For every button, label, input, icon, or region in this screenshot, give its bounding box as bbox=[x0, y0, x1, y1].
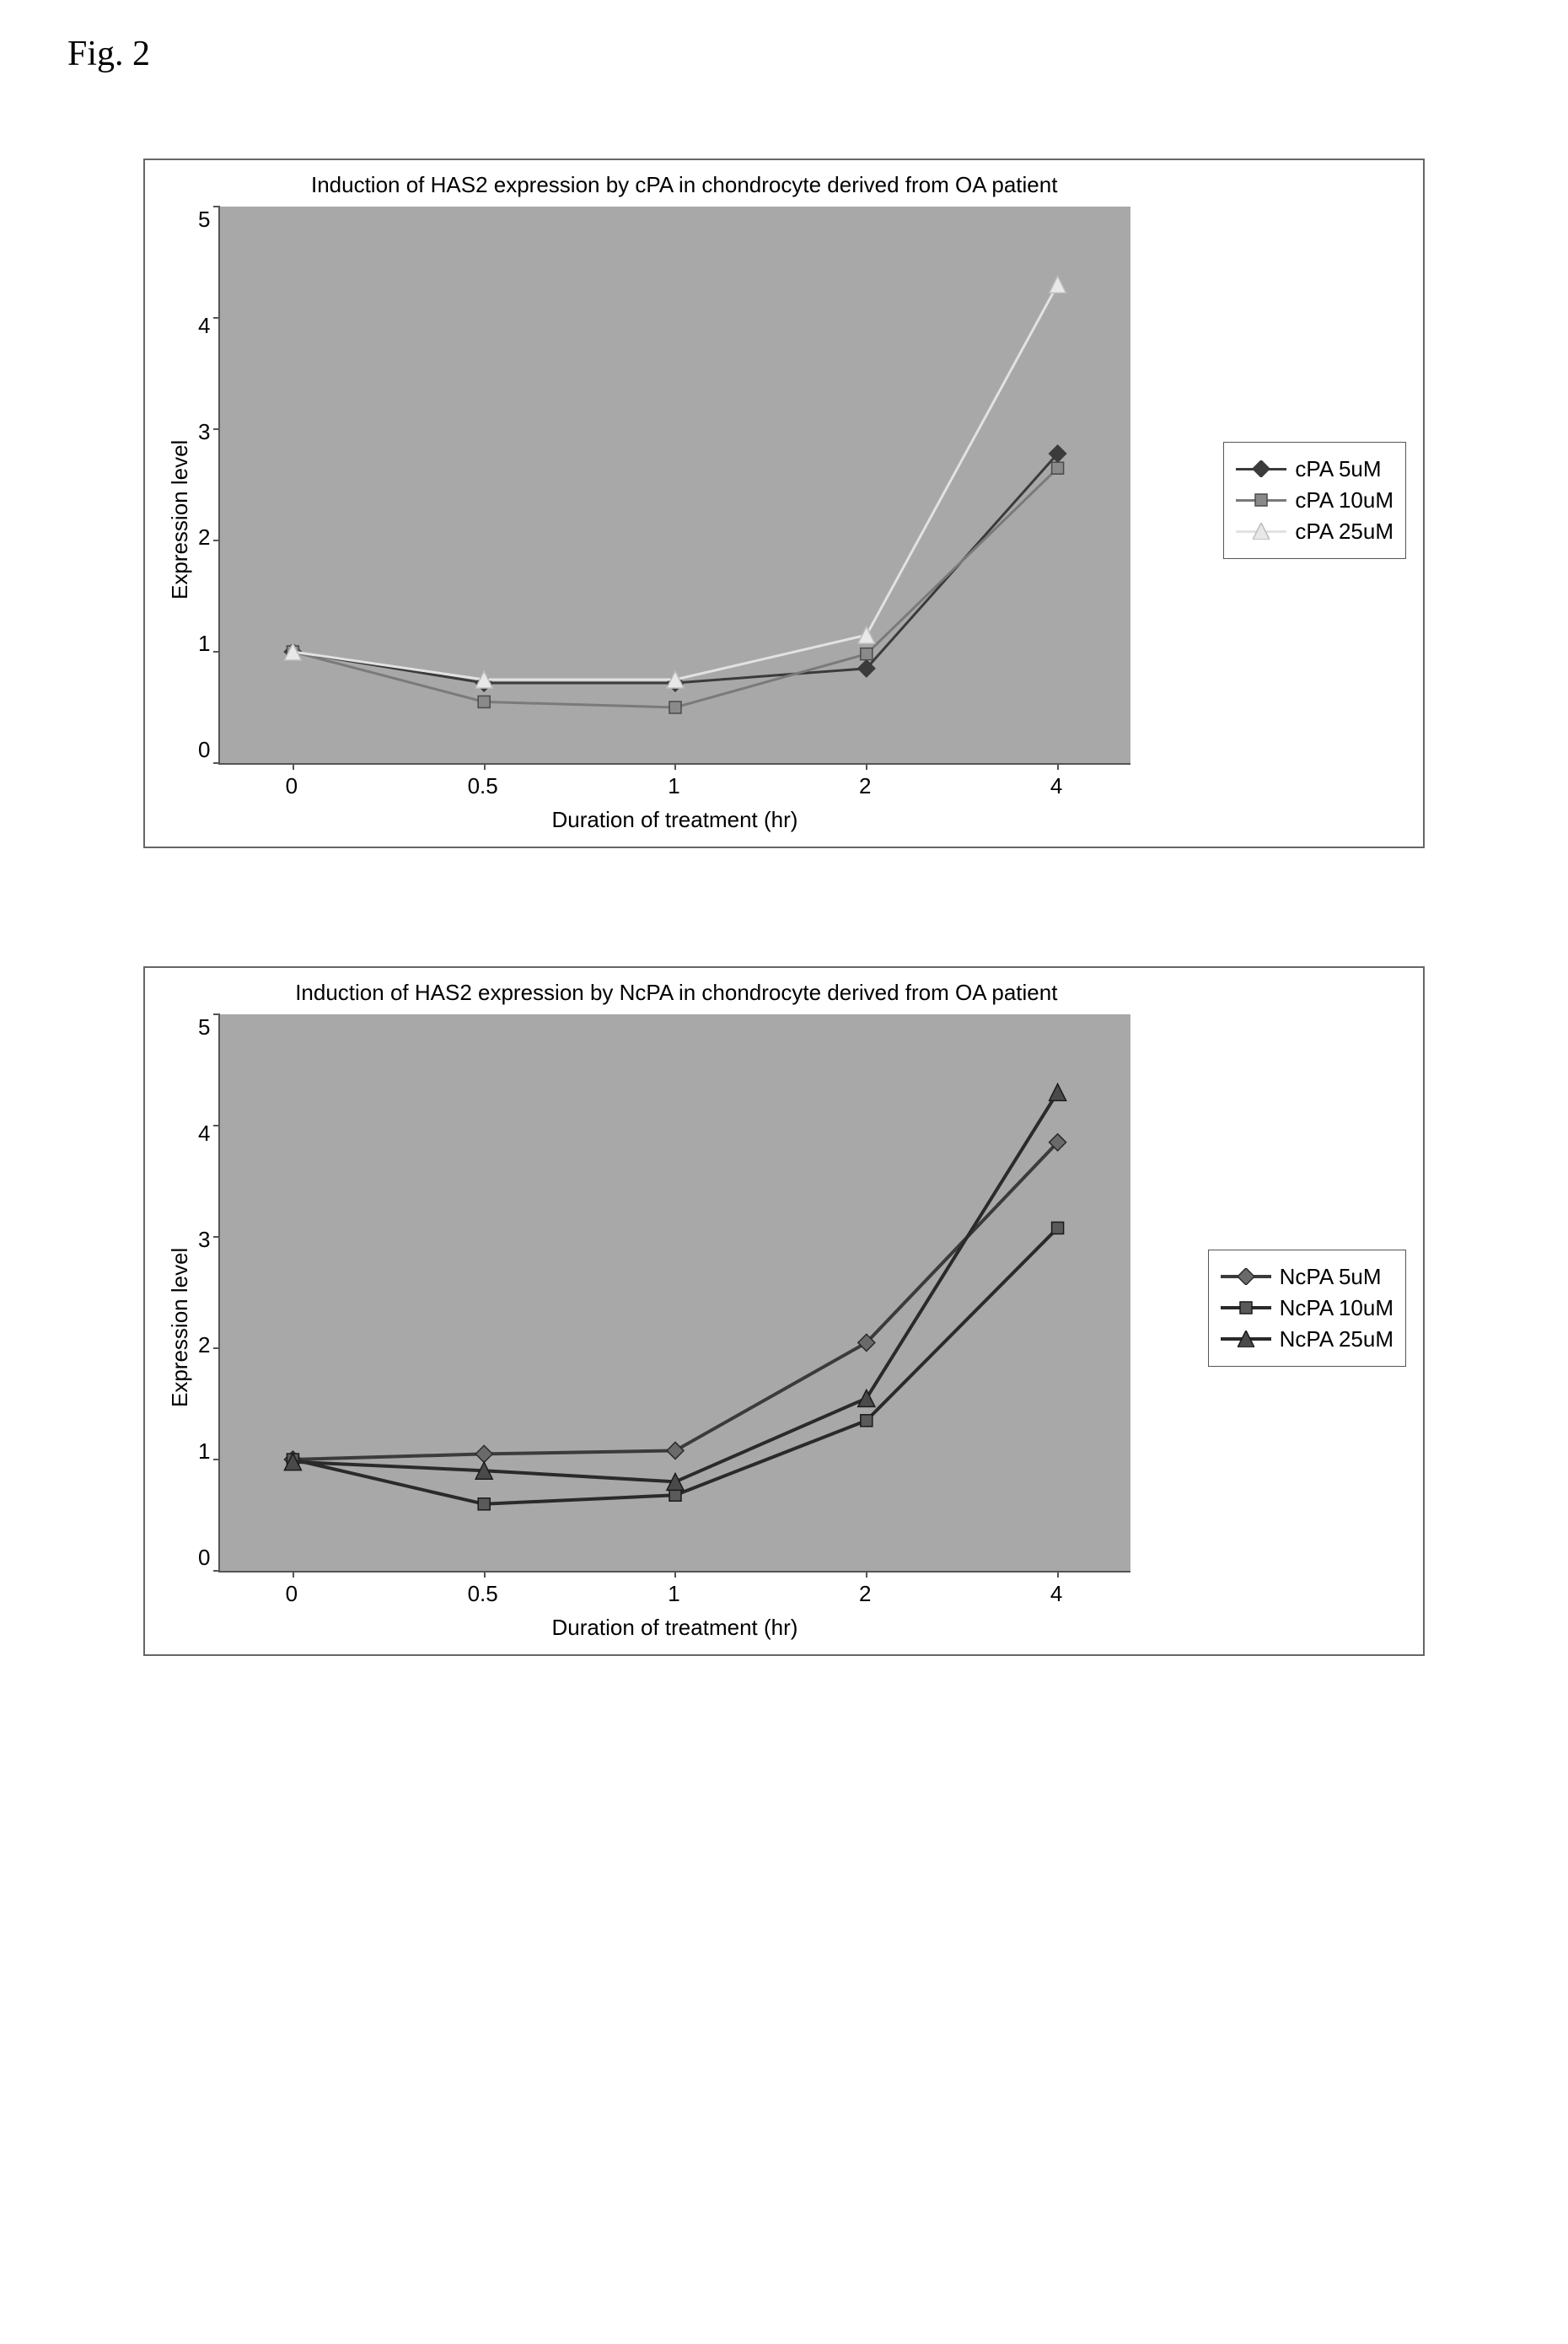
chart-top-xlabel: Duration of treatment (hr) bbox=[218, 807, 1130, 833]
legend-item: cPA 10uM bbox=[1236, 487, 1393, 513]
ytick-label: 0 bbox=[198, 737, 210, 763]
chart-bottom-xaxis: 0 0.5 1 2 4 bbox=[218, 1581, 1129, 1610]
legend-item: NcPA 25uM bbox=[1221, 1326, 1393, 1352]
chart-bottom-plot bbox=[218, 1014, 1130, 1573]
ytick-label: 2 bbox=[198, 1332, 210, 1358]
chart-bottom-legend: NcPA 5uM NcPA 10uM NcPA 25uM bbox=[1208, 1250, 1406, 1367]
chart-top-plot bbox=[218, 207, 1130, 765]
chart-top-yaxis: 5 4 3 2 1 0 bbox=[198, 207, 218, 763]
legend-label: NcPA 10uM bbox=[1280, 1295, 1393, 1321]
xtick-label: 4 bbox=[1031, 773, 1082, 799]
legend-label: NcPA 25uM bbox=[1280, 1326, 1393, 1352]
legend-item: NcPA 10uM bbox=[1221, 1295, 1393, 1321]
xtick-label: 0.5 bbox=[458, 773, 508, 799]
chart-top-xaxis: 0 0.5 1 2 4 bbox=[218, 773, 1129, 802]
xtick-label: 2 bbox=[840, 773, 890, 799]
xtick-label: 1 bbox=[648, 773, 699, 799]
legend-item: cPA 5uM bbox=[1236, 456, 1393, 482]
ytick-label: 5 bbox=[198, 207, 210, 233]
xtick-label: 2 bbox=[840, 1581, 890, 1607]
legend-label: cPA 25uM bbox=[1295, 519, 1393, 545]
legend-label: cPA 5uM bbox=[1295, 456, 1381, 482]
chart-top-title: Induction of HAS2 expression by cPA in c… bbox=[162, 172, 1206, 198]
ytick-label: 1 bbox=[198, 631, 210, 657]
chart-bottom-ylabel: Expression level bbox=[162, 1014, 198, 1641]
legend-label: NcPA 5uM bbox=[1280, 1264, 1382, 1290]
ytick-label: 4 bbox=[198, 1121, 210, 1147]
ytick-label: 0 bbox=[198, 1545, 210, 1571]
figure-label: Fig. 2 bbox=[67, 34, 1534, 74]
ytick-label: 3 bbox=[198, 419, 210, 445]
legend-label: cPA 10uM bbox=[1295, 487, 1393, 513]
ytick-label: 1 bbox=[198, 1438, 210, 1465]
ytick-label: 3 bbox=[198, 1227, 210, 1253]
chart-top-legend: cPA 5uM cPA 10uM cPA 25uM bbox=[1223, 442, 1406, 559]
ytick-label: 5 bbox=[198, 1014, 210, 1040]
chart-bottom-xlabel: Duration of treatment (hr) bbox=[218, 1615, 1130, 1641]
xtick-label: 4 bbox=[1031, 1581, 1082, 1607]
chart-top: Induction of HAS2 expression by cPA in c… bbox=[143, 159, 1425, 848]
chart-bottom: Induction of HAS2 expression by NcPA in … bbox=[143, 966, 1425, 1656]
ytick-label: 2 bbox=[198, 524, 210, 551]
chart-bottom-yaxis: 5 4 3 2 1 0 bbox=[198, 1014, 218, 1571]
xtick-label: 1 bbox=[648, 1581, 699, 1607]
legend-item: NcPA 5uM bbox=[1221, 1264, 1393, 1290]
xtick-label: 0.5 bbox=[458, 1581, 508, 1607]
ytick-label: 4 bbox=[198, 313, 210, 339]
chart-bottom-title: Induction of HAS2 expression by NcPA in … bbox=[162, 980, 1191, 1006]
xtick-label: 0 bbox=[266, 1581, 317, 1607]
legend-item: cPA 25uM bbox=[1236, 519, 1393, 545]
xtick-label: 0 bbox=[266, 773, 317, 799]
chart-top-ylabel: Expression level bbox=[162, 207, 198, 833]
